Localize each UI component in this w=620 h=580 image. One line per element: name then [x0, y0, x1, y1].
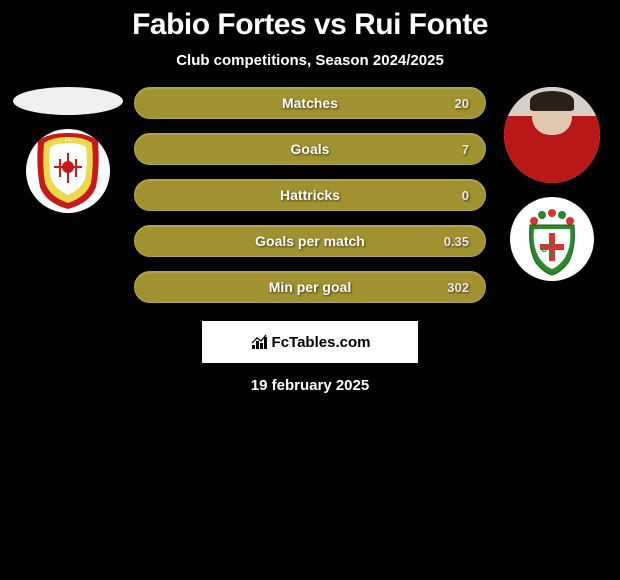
- page-title: Fabio Fortes vs Rui Fonte: [0, 8, 620, 42]
- stat-label: Hattricks: [280, 187, 340, 203]
- branding-text: FcTables.com: [272, 334, 371, 351]
- stat-label: Goals: [291, 141, 330, 157]
- stats-bars: Matches 20 Goals 7 Hattricks 0 Goals per…: [128, 87, 492, 303]
- player-photo-right: [504, 87, 600, 183]
- svg-text:P: P: [549, 240, 555, 249]
- club-badge-left: FC: [24, 127, 112, 215]
- branding-box: FcTables.com: [202, 321, 418, 363]
- infographic-card: Fabio Fortes vs Rui Fonte Club competiti…: [0, 0, 620, 450]
- stat-label: Matches: [282, 95, 338, 111]
- subtitle: Club competitions, Season 2024/2025: [0, 52, 620, 69]
- chart-icon: [250, 333, 270, 351]
- stat-bar-matches: Matches 20: [134, 87, 486, 119]
- stat-value: 7: [462, 142, 469, 157]
- date-text: 19 february 2025: [0, 377, 620, 394]
- stat-bar-goals: Goals 7: [134, 133, 486, 165]
- stat-value: 302: [447, 280, 469, 295]
- svg-text:F: F: [550, 250, 555, 259]
- stat-label: Goals per match: [255, 233, 365, 249]
- club-badge-right: P F C: [508, 195, 596, 283]
- right-column: P F C: [492, 87, 612, 283]
- content-row: FC Matches 20 Goals 7 Hattricks 0 Goals …: [0, 87, 620, 303]
- stat-bar-hattricks: Hattricks 0: [134, 179, 486, 211]
- player-photo-left: [13, 87, 123, 115]
- stat-label: Min per goal: [269, 279, 351, 295]
- left-column: FC: [8, 87, 128, 215]
- stat-bar-goals-per-match: Goals per match 0.35: [134, 225, 486, 257]
- stat-value: 0: [462, 188, 469, 203]
- svg-text:C: C: [541, 245, 547, 254]
- stat-value: 0.35: [444, 234, 469, 249]
- stat-bar-min-per-goal: Min per goal 302: [134, 271, 486, 303]
- shield-icon: P F C: [508, 195, 596, 283]
- stat-value: 20: [455, 96, 469, 111]
- svg-text:FC: FC: [65, 137, 72, 143]
- shield-icon: FC: [24, 127, 112, 215]
